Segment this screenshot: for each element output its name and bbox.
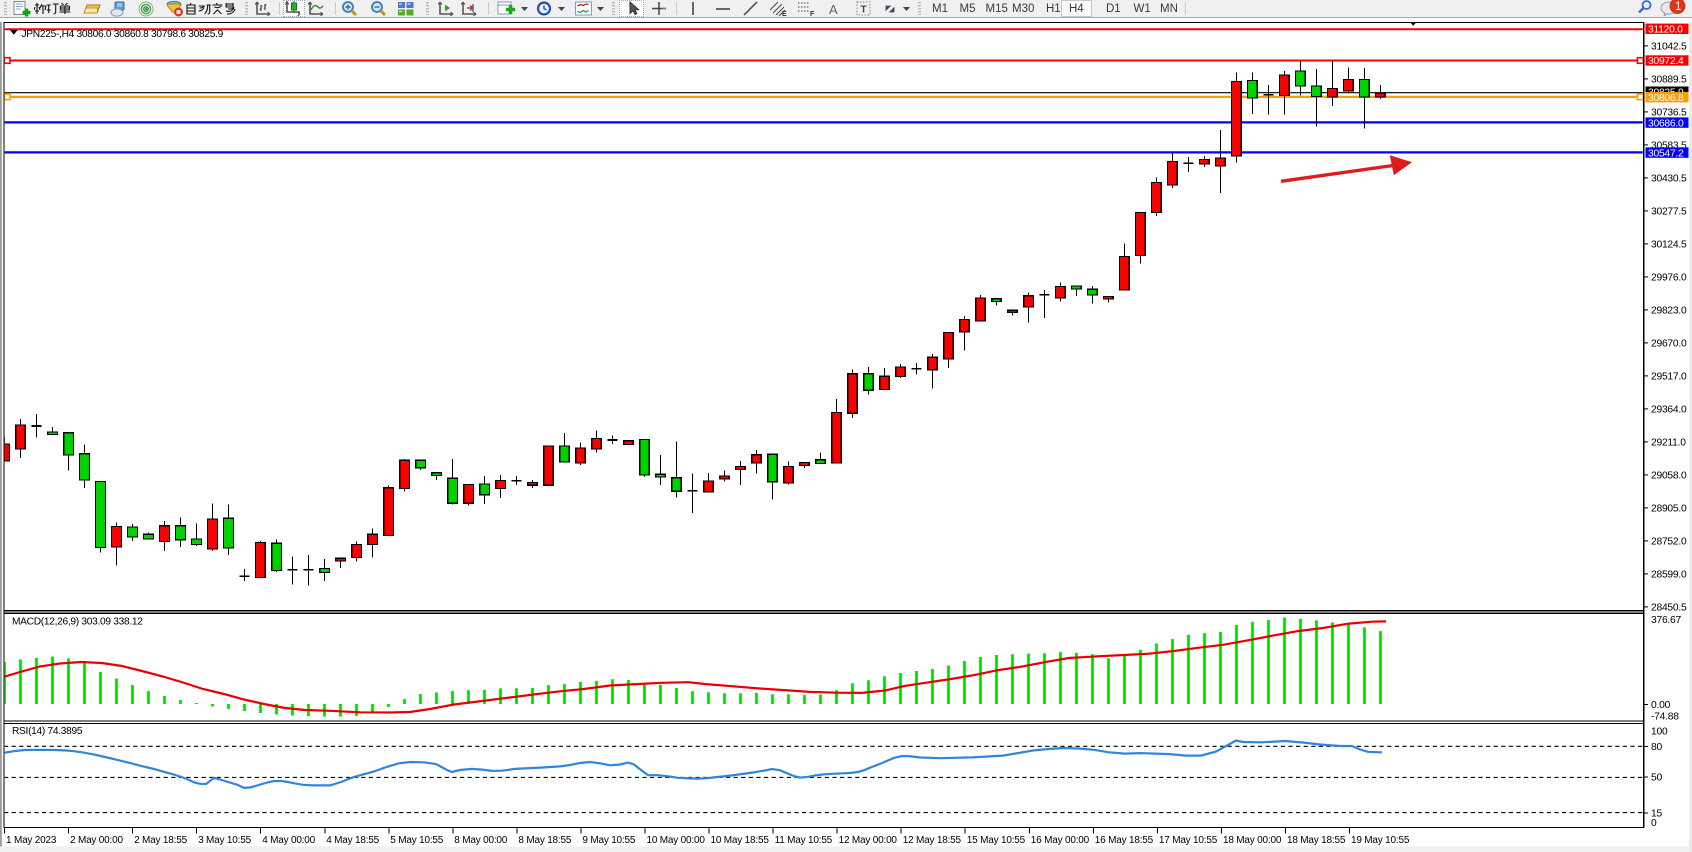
svg-text:JPN225-,H4 30806.0 30860.8 30: JPN225-,H4 30806.0 30860.8 30798.6 30825… bbox=[22, 29, 224, 40]
svg-text:4 May 18:55: 4 May 18:55 bbox=[326, 835, 379, 846]
svg-text:19 May 10:55: 19 May 10:55 bbox=[1351, 835, 1410, 846]
svg-text:50: 50 bbox=[1651, 773, 1662, 784]
svg-text:15 May 10:55: 15 May 10:55 bbox=[967, 835, 1026, 846]
svg-text:28599.0: 28599.0 bbox=[1651, 570, 1687, 581]
svg-text:100: 100 bbox=[1651, 727, 1668, 738]
svg-text:30889.5: 30889.5 bbox=[1651, 75, 1687, 86]
svg-text:1: 1 bbox=[1675, 1, 1681, 13]
svg-text:RSI(14) 74.3895: RSI(14) 74.3895 bbox=[12, 726, 83, 737]
svg-text:29058.0: 29058.0 bbox=[1651, 471, 1687, 482]
svg-text:F: F bbox=[810, 11, 815, 17]
svg-text:3 May 10:55: 3 May 10:55 bbox=[198, 835, 251, 846]
svg-text:0: 0 bbox=[1651, 818, 1657, 829]
svg-text:T: T bbox=[861, 5, 867, 16]
svg-text:1 May 2023: 1 May 2023 bbox=[6, 835, 57, 846]
svg-text:5 May 10:55: 5 May 10:55 bbox=[390, 835, 443, 846]
svg-text:30972.4: 30972.4 bbox=[1648, 56, 1684, 67]
svg-text:30736.5: 30736.5 bbox=[1651, 108, 1687, 119]
svg-text:2 May 00:00: 2 May 00:00 bbox=[70, 835, 123, 846]
svg-text:376.67: 376.67 bbox=[1651, 615, 1682, 626]
svg-text:28752.0: 28752.0 bbox=[1651, 537, 1687, 548]
svg-text:30124.5: 30124.5 bbox=[1651, 240, 1687, 251]
svg-text:0.00: 0.00 bbox=[1651, 700, 1671, 711]
svg-text:-74.88: -74.88 bbox=[1651, 711, 1679, 722]
svg-text:10 May 18:55: 10 May 18:55 bbox=[711, 835, 770, 846]
svg-text:MACD(12,26,9) 303.09 338.12: MACD(12,26,9) 303.09 338.12 bbox=[12, 617, 143, 628]
svg-text:29976.0: 29976.0 bbox=[1651, 273, 1687, 284]
svg-text:30430.5: 30430.5 bbox=[1651, 174, 1687, 185]
svg-text:9 May 10:55: 9 May 10:55 bbox=[582, 835, 635, 846]
svg-text:17 May 10:55: 17 May 10:55 bbox=[1159, 835, 1218, 846]
svg-text:29364.0: 29364.0 bbox=[1651, 405, 1687, 416]
svg-text:31042.5: 31042.5 bbox=[1651, 42, 1687, 53]
svg-text:80: 80 bbox=[1651, 742, 1662, 753]
svg-text:29517.0: 29517.0 bbox=[1651, 372, 1687, 383]
svg-text:16 May 18:55: 16 May 18:55 bbox=[1095, 835, 1154, 846]
svg-text:31120.0: 31120.0 bbox=[1648, 25, 1683, 36]
svg-text:30547.2: 30547.2 bbox=[1648, 148, 1684, 159]
svg-text:30277.5: 30277.5 bbox=[1651, 207, 1687, 218]
svg-text:12 May 00:00: 12 May 00:00 bbox=[839, 835, 898, 846]
svg-text:4 May 00:00: 4 May 00:00 bbox=[262, 835, 315, 846]
svg-text:30806.8: 30806.8 bbox=[1648, 93, 1684, 104]
svg-text:11 May 10:55: 11 May 10:55 bbox=[775, 835, 833, 846]
svg-text:10 May 00:00: 10 May 00:00 bbox=[647, 835, 706, 846]
svg-text:29670.0: 29670.0 bbox=[1651, 339, 1687, 350]
svg-text:8 May 00:00: 8 May 00:00 bbox=[454, 835, 507, 846]
svg-text:16 May 00:00: 16 May 00:00 bbox=[1031, 835, 1090, 846]
svg-text:28905.0: 28905.0 bbox=[1651, 504, 1687, 515]
svg-text:18 May 18:55: 18 May 18:55 bbox=[1287, 835, 1346, 846]
svg-text:29823.0: 29823.0 bbox=[1651, 306, 1687, 317]
svg-text:29211.0: 29211.0 bbox=[1651, 438, 1686, 449]
svg-text:2 May 18:55: 2 May 18:55 bbox=[134, 835, 187, 846]
svg-text:30686.0: 30686.0 bbox=[1648, 118, 1684, 129]
svg-text:28450.5: 28450.5 bbox=[1651, 603, 1687, 614]
svg-text:12 May 18:55: 12 May 18:55 bbox=[903, 835, 962, 846]
svg-text:8 May 18:55: 8 May 18:55 bbox=[518, 835, 571, 846]
svg-text:15: 15 bbox=[1651, 809, 1662, 820]
svg-text:18 May 00:00: 18 May 00:00 bbox=[1223, 835, 1282, 846]
svg-text:30583.5: 30583.5 bbox=[1651, 141, 1687, 152]
svg-text:E: E bbox=[782, 11, 787, 17]
